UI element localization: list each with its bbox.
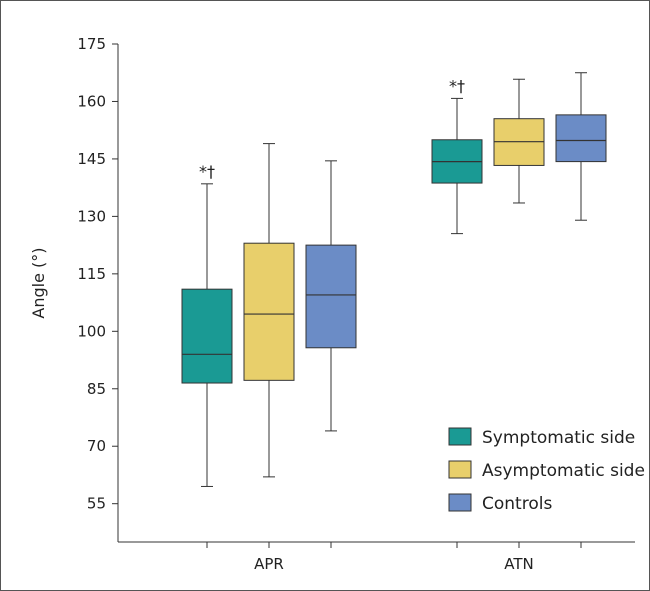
legend-label: Asymptomatic side (482, 461, 645, 481)
legend-swatch (448, 427, 472, 446)
x-ticks: APR ATN (206, 542, 582, 573)
legend-label: Controls (482, 494, 552, 514)
significance-marker: *† (199, 162, 215, 181)
legend-swatch (448, 493, 472, 512)
y-tick-label: 145 (77, 150, 106, 168)
y-tick-label: 55 (87, 495, 106, 513)
legend-label: Symptomatic side (482, 428, 635, 448)
y-ticks: 55 70 85 100 115 130 145 160 175 (77, 35, 118, 513)
y-tick-label: 70 (87, 437, 106, 455)
boxes (181, 72, 607, 487)
iqr-box (305, 244, 357, 349)
box-controls-apr (305, 160, 357, 432)
y-tick-label: 175 (77, 35, 106, 53)
legend-swatch (448, 460, 472, 479)
y-tick-label: 160 (77, 92, 106, 110)
x-category-label: ATN (504, 555, 533, 573)
box-controls-atn (555, 72, 607, 221)
annotations: *† *† (199, 76, 465, 180)
iqr-box (243, 242, 295, 381)
y-axis-label: Angle (°) (29, 247, 48, 318)
y-tick-label: 130 (77, 207, 106, 225)
significance-marker: *† (449, 76, 465, 95)
x-category-label: APR (254, 555, 284, 573)
box-asymptomatic-side-apr (243, 143, 295, 478)
box-symptomatic-side-apr (181, 183, 233, 487)
y-tick-label: 100 (77, 322, 106, 340)
legend: Symptomatic side Asymptomatic side Control… (448, 427, 645, 514)
y-tick-label: 85 (87, 380, 106, 398)
box-asymptomatic-side-atn (493, 78, 545, 204)
box-symptomatic-side-atn (431, 97, 483, 235)
iqr-box (181, 288, 233, 384)
y-tick-label: 115 (77, 265, 106, 283)
iqr-box (555, 114, 607, 163)
